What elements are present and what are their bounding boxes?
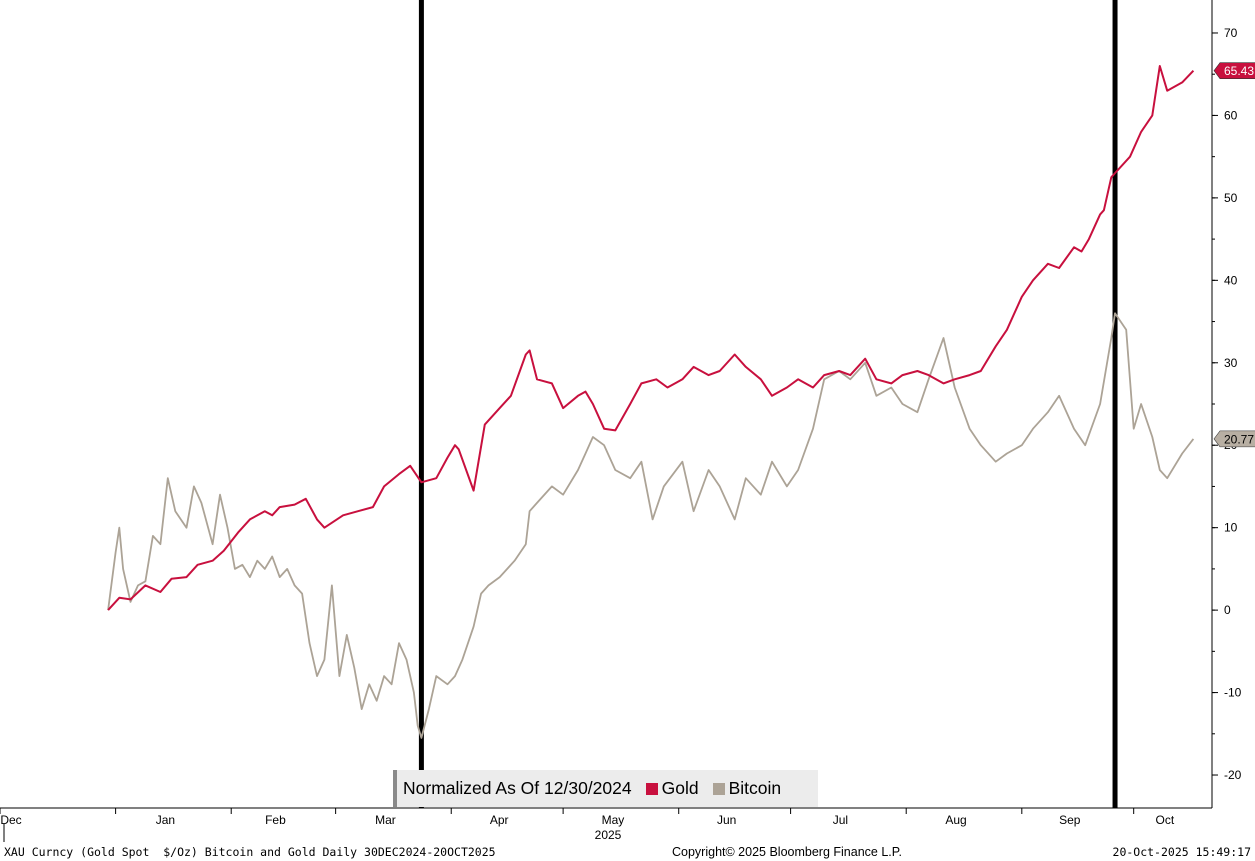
x-tick-label: May — [602, 813, 625, 827]
series-line-gold — [107, 65, 1195, 611]
x-tick-label: Aug — [945, 813, 966, 827]
footer-timestamp: 20-Oct-2025 15:49:17 — [1112, 845, 1251, 859]
x-tick-label: Feb — [265, 813, 286, 827]
last-value-tags: 65.43 20.77 — [1213, 62, 1255, 448]
y-tick-label: 0 — [1224, 603, 1231, 617]
legend: Normalized As Of 12/30/2024 Gold Bitcoin — [397, 770, 818, 807]
x-tick-label: Sep — [1059, 813, 1081, 827]
legend-gold-label: Gold — [661, 778, 699, 798]
y-tick-label: 40 — [1224, 273, 1238, 287]
last-value-label-bitcoin: 20.77 — [1224, 432, 1254, 446]
x-tick-label: Jan — [156, 813, 175, 827]
x-year-label: 2025 — [595, 828, 622, 842]
x-tick-label: Jul — [833, 813, 848, 827]
y-tick-label: -10 — [1224, 686, 1242, 700]
footer-copyright: Copyright© 2025 Bloomberg Finance L.P. — [672, 845, 902, 859]
vertical-markers — [418, 0, 1118, 808]
last-value-tag-gold — [1213, 62, 1255, 79]
legend-bitcoin-label: Bitcoin — [728, 778, 782, 798]
x-tick-label: Dec — [0, 813, 21, 827]
x-tick-label: Oct — [1156, 813, 1175, 827]
legend-gold-swatch — [645, 782, 658, 795]
y-tick-label: 30 — [1224, 356, 1238, 370]
y-axis: 706050403020100-10-20 — [1211, 0, 1242, 808]
x-tick-label: Jun — [717, 813, 736, 827]
x-tick-label: Mar — [375, 813, 396, 827]
series-line-bitcoin — [107, 312, 1195, 739]
legend-accent-bar — [393, 770, 398, 807]
y-tick-label: 10 — [1224, 521, 1238, 535]
y-tick-label: 50 — [1224, 191, 1238, 205]
last-value-tag-bitcoin — [1213, 430, 1255, 448]
y-tick-label: 70 — [1224, 26, 1238, 40]
footer-source: XAU Curncy (Gold Spot $/Oz) Bitcoin and … — [4, 845, 496, 859]
series-lines — [107, 65, 1195, 739]
legend-title: Normalized As Of 12/30/2024 — [403, 778, 632, 798]
y-tick-label: 60 — [1224, 108, 1238, 122]
last-value-label-gold: 65.43 — [1224, 64, 1254, 78]
legend-bitcoin-swatch — [712, 782, 725, 795]
y-tick-label: -20 — [1224, 768, 1242, 782]
x-axis: Dec Jan Feb Mar Apr May Jun Jul Aug Sep Oct 2025 — [0, 807, 1212, 842]
x-tick-label: Apr — [490, 813, 509, 827]
